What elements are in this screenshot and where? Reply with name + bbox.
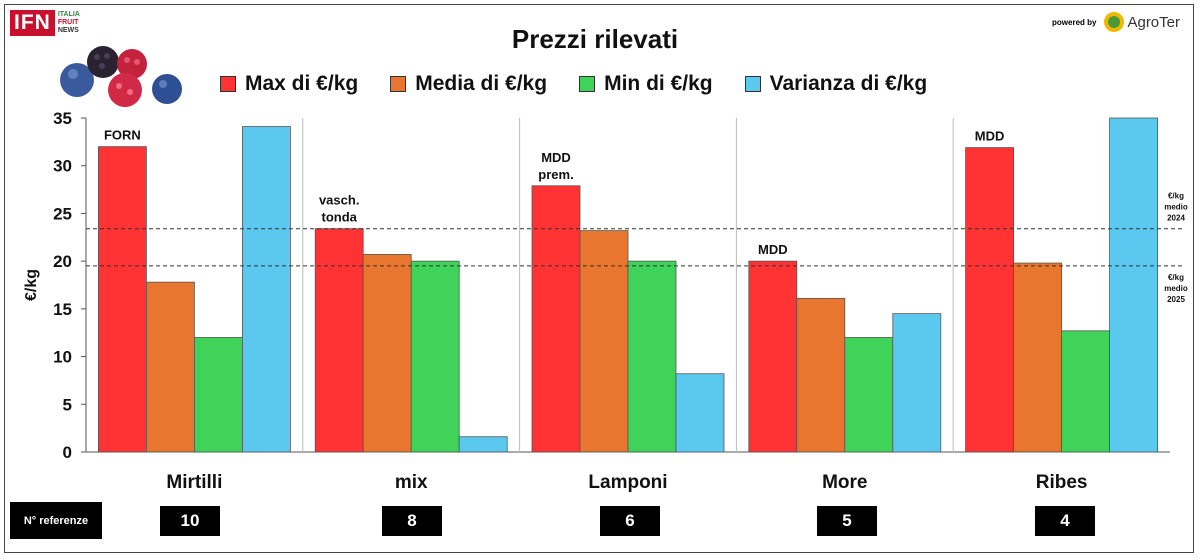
- logo-text: ITALIA FRUIT NEWS: [58, 11, 80, 35]
- y-tick-label: 5: [63, 395, 72, 414]
- agroter-name: AgroTer: [1127, 13, 1180, 31]
- reference-line-label: 2025: [1167, 295, 1185, 304]
- logo-line-3: NEWS: [57, 27, 79, 34]
- max-annotation-label: MDD: [975, 129, 1005, 144]
- chart-frame: [4, 4, 1194, 553]
- category-label: mix: [395, 472, 428, 493]
- blackberry-icon: [87, 46, 119, 78]
- legend-label-media: Media di €/kg: [415, 72, 548, 95]
- reference-count-more: 5: [817, 506, 877, 536]
- italiafruit-logo: IFN ITALIA FRUIT NEWS: [10, 10, 80, 36]
- max-annotation-label: prem.: [538, 167, 573, 182]
- y-axis-label: €/kg: [23, 269, 40, 301]
- bar: [410, 260, 460, 453]
- bar: [844, 337, 894, 453]
- bar: [748, 260, 798, 453]
- max-annotation-label: MDD: [541, 150, 571, 165]
- legend-swatch-varianza: [744, 76, 761, 92]
- raspberry-icon: [108, 49, 147, 107]
- legend-item-max: Max di €/kg: [220, 72, 358, 96]
- max-annotation-label: vasch.: [319, 193, 359, 208]
- bar: [627, 260, 677, 453]
- category-label: Ribes: [1036, 472, 1088, 493]
- reference-count-mix: 8: [382, 506, 442, 536]
- legend-item-min: Min di €/kg: [579, 72, 713, 96]
- y-tick-label: 0: [63, 443, 72, 462]
- y-tick-label: 25: [53, 204, 72, 223]
- legend-swatch-media: [390, 76, 407, 92]
- reference-line-label: €/kg: [1168, 273, 1184, 282]
- logo-mark: IFN: [10, 10, 55, 36]
- reference-count-ribes: 4: [1035, 506, 1095, 536]
- bar: [796, 297, 846, 453]
- reference-line-label: 2024: [1167, 214, 1185, 223]
- bar: [98, 146, 147, 453]
- legend-label-min: Min di €/kg: [604, 72, 713, 95]
- reference-line-label: medio: [1164, 284, 1188, 293]
- bar-chart: 05101520253035€/kgMirtilliFORNmixvasch.t…: [23, 109, 1188, 493]
- category-label: Mirtilli: [166, 472, 222, 493]
- chart-title: Prezzi rilevati: [511, 24, 679, 54]
- bar: [458, 436, 508, 453]
- blueberry-icon: [60, 63, 94, 97]
- max-annotation-label: MDD: [758, 242, 788, 257]
- bar: [1061, 330, 1110, 453]
- bar: [241, 126, 291, 453]
- category-label: Lamponi: [588, 472, 667, 493]
- reference-line-label: €/kg: [1168, 192, 1184, 201]
- legend-swatch-min: [579, 76, 596, 92]
- y-tick-label: 30: [53, 157, 72, 176]
- category-label: More: [822, 472, 867, 493]
- reference-line-label: medio: [1164, 203, 1188, 212]
- bar: [193, 337, 243, 453]
- blueberry-icon: [152, 74, 182, 104]
- powered-by: powered by AgroTer: [1052, 12, 1180, 32]
- bar: [675, 373, 725, 453]
- bar: [579, 230, 629, 453]
- logo-line-2: FRUIT: [57, 19, 79, 26]
- agroter-logo-icon: [1104, 12, 1125, 32]
- bar: [531, 185, 581, 453]
- legend-label-max: Max di €/kg: [245, 72, 359, 95]
- legend-item-media: Media di €/kg: [390, 72, 547, 96]
- y-tick-label: 20: [53, 252, 72, 271]
- chart-legend: Max di €/kg Media di €/kg Min di €/kg Va…: [220, 72, 959, 96]
- y-tick-label: 10: [53, 348, 72, 367]
- legend-item-varianza: Varianza di €/kg: [744, 72, 928, 96]
- bar: [145, 281, 195, 453]
- reference-count-lamponi: 6: [600, 506, 660, 536]
- bar: [362, 254, 412, 453]
- y-tick-label: 15: [53, 300, 72, 319]
- bar: [1109, 117, 1158, 453]
- legend-swatch-max: [220, 76, 236, 92]
- bar: [1013, 262, 1062, 453]
- y-tick-label: 35: [53, 109, 72, 128]
- bar: [892, 313, 942, 453]
- legend-label-varianza: Varianza di €/kg: [769, 72, 928, 95]
- bar: [314, 228, 364, 453]
- max-annotation-label: tonda: [322, 210, 358, 225]
- powered-by-label: powered by: [1052, 17, 1097, 27]
- references-label: N° referenze: [10, 502, 102, 539]
- bar: [965, 147, 1014, 453]
- berries-image: [60, 46, 182, 107]
- reference-count-mirtilli: 10: [160, 506, 220, 536]
- max-annotation-label: FORN: [104, 128, 141, 143]
- logo-line-1: ITALIA: [57, 11, 80, 18]
